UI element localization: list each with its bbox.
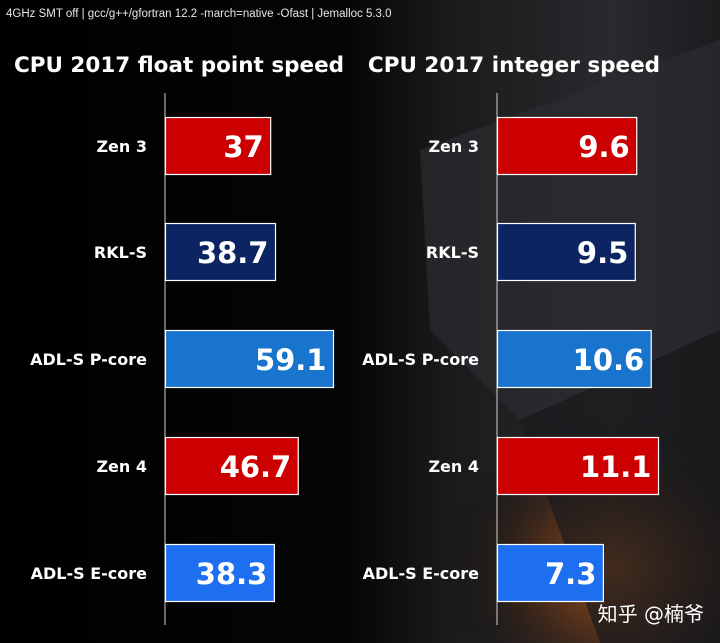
category-label-zen-3: Zen 3	[428, 137, 479, 156]
category-label-adl-s-p-core: ADL-S P-core	[30, 350, 147, 369]
bar-zen-4	[164, 436, 299, 496]
value-label-zen-4: 46.7	[220, 450, 292, 484]
category-label-adl-s-e-core: ADL-S E-core	[31, 564, 148, 583]
value-label-rkl-s: 38.7	[197, 236, 269, 270]
bar-adl-s-p-core	[496, 329, 652, 389]
value-label-adl-s-e-core: 38.3	[196, 557, 268, 591]
value-label-zen-3: 9.6	[578, 130, 629, 164]
value-label-adl-s-p-core: 10.6	[573, 343, 645, 377]
value-label-zen-3: 37	[223, 130, 263, 164]
bar-zen-3	[164, 116, 272, 176]
chart-panel-float: Zen 3 37 RKL-S 38.7 ADL-S P-core 59.1 Zen 4 46.…	[30, 93, 335, 625]
category-label-zen-3: Zen 3	[96, 137, 147, 156]
bar-rkl-s	[164, 222, 277, 282]
category-label-adl-s-p-core: ADL-S P-core	[362, 350, 479, 369]
category-label-rkl-s: RKL-S	[94, 243, 147, 262]
chart-title-float: CPU 2017 float point speed	[14, 53, 344, 78]
value-label-zen-4: 11.1	[580, 450, 652, 484]
bar-zen-4	[496, 436, 660, 496]
bar-zen-3	[496, 116, 638, 176]
chart-title-integer: CPU 2017 integer speed	[368, 53, 660, 78]
bar-rkl-s	[496, 222, 636, 282]
bar-adl-s-e-core	[496, 543, 604, 603]
value-label-adl-s-p-core: 59.1	[255, 343, 327, 377]
chart-panel-integer: Zen 3 9.6 RKL-S 9.5 ADL-S P-core 10.6 Zen 4 11.…	[362, 93, 660, 625]
value-label-adl-s-e-core: 7.3	[545, 557, 596, 591]
category-label-rkl-s: RKL-S	[426, 243, 479, 262]
config-line: 4GHz SMT off | gcc/g++/gfortran 12.2 -ma…	[6, 8, 392, 20]
category-label-zen-4: Zen 4	[428, 457, 479, 476]
bar-adl-s-p-core	[164, 329, 335, 389]
bar-adl-s-e-core	[164, 543, 275, 603]
category-label-adl-s-e-core: ADL-S E-core	[363, 564, 480, 583]
value-label-rkl-s: 9.5	[577, 236, 628, 270]
watermark: 知乎 @楠爷	[597, 602, 704, 626]
category-label-zen-4: Zen 4	[96, 457, 147, 476]
